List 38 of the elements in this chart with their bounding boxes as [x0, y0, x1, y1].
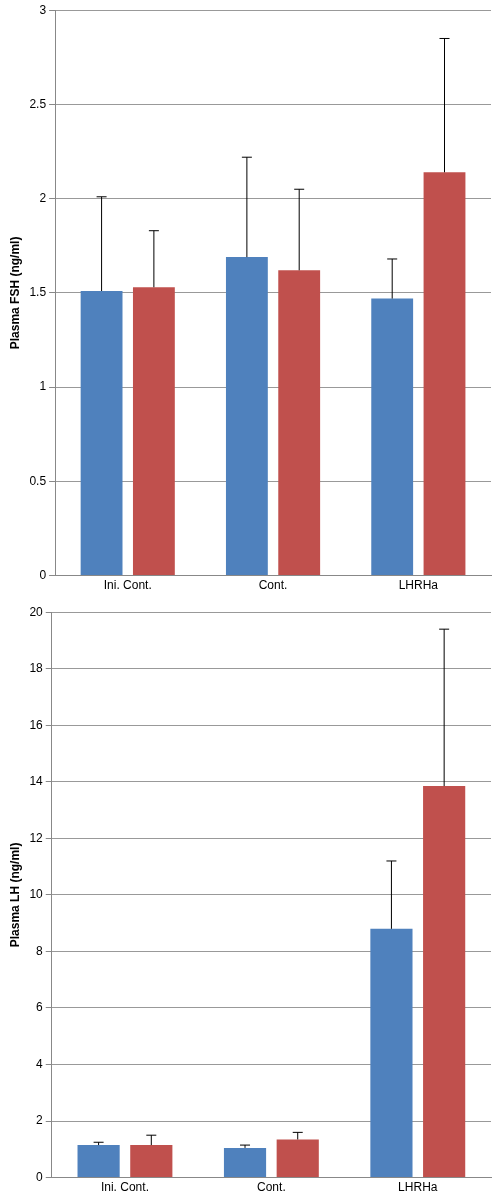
- y-tick-label: 1: [39, 379, 47, 394]
- y-axis-title: Plasma LH (ng/ml): [7, 842, 22, 948]
- y-tick-label: 0: [39, 567, 47, 582]
- bar: [132, 287, 175, 576]
- bar: [371, 298, 414, 576]
- y-tick-label: 3: [39, 2, 47, 17]
- bar: [130, 1145, 173, 1178]
- bar: [77, 1145, 120, 1178]
- y-tick-label: 18: [29, 661, 44, 676]
- bar: [276, 1139, 319, 1178]
- y-tick-label: 4: [36, 1056, 44, 1071]
- y-tick-label: 0.5: [29, 473, 47, 488]
- x-tick-label: LHRHa: [398, 1180, 438, 1195]
- x-tick-label: Cont.: [258, 578, 288, 593]
- bar: [80, 291, 123, 576]
- y-tick-label: 8: [36, 943, 44, 958]
- y-tick-label: 6: [36, 1000, 44, 1015]
- y-tick-label: 20: [29, 604, 44, 619]
- bar: [223, 1147, 267, 1178]
- y-tick-label: 0: [36, 1169, 44, 1184]
- x-tick-label: LHRHa: [398, 578, 439, 593]
- x-tick-label: Ini. Cont.: [103, 578, 152, 593]
- y-tick-label: 16: [29, 717, 44, 732]
- y-tick-label: 10: [29, 887, 44, 902]
- y-tick-label: 14: [29, 774, 44, 789]
- y-tick-label: 2: [39, 190, 47, 205]
- y-tick-label: 2: [36, 1113, 44, 1128]
- x-tick-label: Ini. Cont.: [100, 1180, 149, 1195]
- bar: [423, 172, 466, 576]
- bar: [370, 928, 413, 1178]
- bar: [278, 270, 321, 576]
- x-tick-label: Cont.: [257, 1180, 286, 1195]
- bar: [423, 786, 466, 1178]
- y-tick-label: 1.5: [29, 285, 47, 300]
- y-tick-label: 12: [29, 830, 44, 845]
- y-axis-title: Plasma FSH (ng/ml): [7, 236, 22, 350]
- bar: [225, 257, 268, 576]
- y-tick-label: 2.5: [29, 96, 47, 111]
